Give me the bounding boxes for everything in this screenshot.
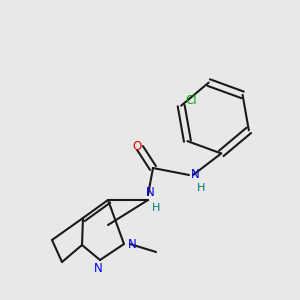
Text: N: N bbox=[190, 167, 200, 181]
Text: H: H bbox=[197, 183, 205, 193]
Text: N: N bbox=[128, 238, 136, 250]
Text: N: N bbox=[146, 187, 154, 200]
Text: Cl: Cl bbox=[185, 94, 197, 107]
Text: O: O bbox=[132, 140, 142, 154]
Text: H: H bbox=[152, 203, 160, 213]
Text: N: N bbox=[94, 262, 102, 275]
